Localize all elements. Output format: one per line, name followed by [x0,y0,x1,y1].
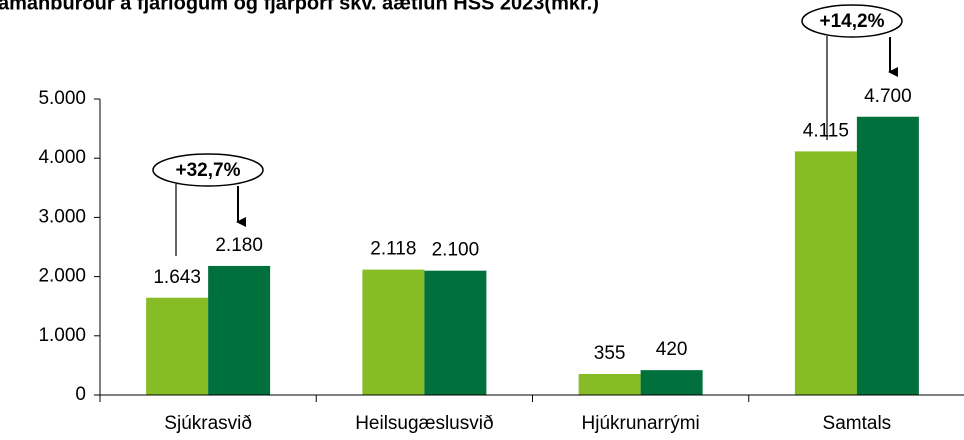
y-tick-label: 4.000 [38,147,86,168]
x-tick-label: Heilsugæslusvið [355,413,493,434]
annotation-2: +14,2% [801,4,903,140]
bar [640,370,703,395]
value-label: 2.118 [370,239,416,260]
bar [794,151,857,395]
value-label: 4.115 [803,120,849,141]
value-label: 420 [656,339,688,360]
x-tick-label: Sjúkrasvið [164,413,252,434]
chart-title: amanburður á fjárlögum og fjárþörf skv. … [0,0,599,14]
value-label: 4.700 [864,86,912,107]
y-tick-label: 3.000 [38,206,86,227]
value-label: 2.180 [215,235,263,256]
annotation-ellipse [152,153,264,187]
y-tick-label: 1.000 [38,325,86,346]
annotation-text: +32,7% [176,160,241,181]
x-tick-label: Hjúkrunarrými [582,413,700,434]
y-tick-label: 2.000 [38,266,86,287]
annotation-1: +32,7% [152,153,264,256]
value-label: 2.100 [432,240,480,261]
bar [424,270,487,395]
y-tick-label: 0 [75,384,86,405]
y-tick-label: 5.000 [38,88,86,109]
bar [208,265,271,395]
bar [578,373,641,395]
value-label: 1.643 [153,267,201,288]
bar [146,297,209,395]
bar [856,116,919,395]
bar [362,269,425,395]
annotation-ellipse [801,4,903,38]
annotation-text: +14,2% [820,11,885,32]
x-tick-label: Samtals [823,413,892,434]
value-label: 355 [594,343,626,364]
